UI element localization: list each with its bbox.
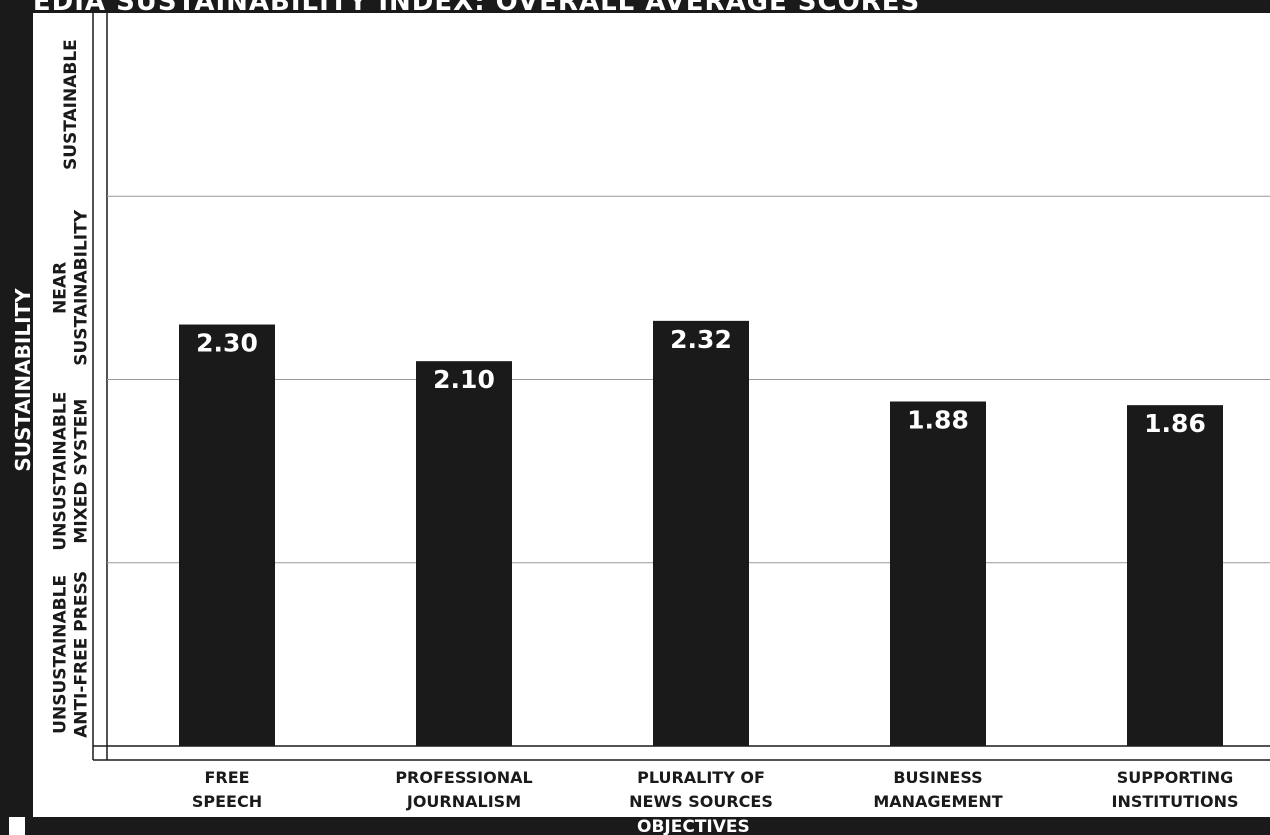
y-band-label: UNSUSTAINABLE MIXED SYSTEM <box>51 392 92 551</box>
bar <box>1127 405 1223 746</box>
y-band-label-line: UNSUSTAINABLE <box>51 575 71 734</box>
y-band-label: SUSTAINABLE <box>61 39 81 170</box>
bar-value-label: 2.30 <box>196 329 258 358</box>
x-tick-label: PROFESSIONAL <box>395 768 532 787</box>
x-tick-label: SUPPORTING <box>1117 768 1234 787</box>
y-band-label: UNSUSTAINABLE ANTI-FREE PRESS <box>51 571 92 738</box>
x-tick-labels: FREE SPEECH PROFESSIONAL JOURNALISM PLURALIT… <box>192 768 1239 811</box>
y-axis-band <box>0 0 33 835</box>
y-band-label-line: SUSTAINABLE <box>61 39 81 170</box>
x-tick-label: PLURALITY OF <box>637 768 765 787</box>
y-band-label-line: MIXED SYSTEM <box>72 399 92 544</box>
corner-notch <box>9 817 25 835</box>
bar-value-label: 1.86 <box>1144 409 1206 438</box>
bar-value-label: 2.10 <box>433 365 495 394</box>
x-tick-label: INSTITUTIONS <box>1111 792 1238 811</box>
y-band-label-line: SUSTAINABILITY <box>72 209 92 365</box>
y-band-label: NEAR SUSTAINABILITY <box>51 209 92 365</box>
bars: 2.30 2.10 2.32 1.88 1.86 <box>179 320 1223 746</box>
y-band-label-line: UNSUSTAINABLE <box>51 392 71 551</box>
x-axis-title: OBJECTIVES <box>637 817 750 835</box>
x-axis-band: OBJECTIVES <box>33 817 1270 835</box>
x-tick-label: JOURNALISM <box>406 792 521 811</box>
title-band: MEDIA SUSTAINABILITY INDEX: OVERALL AVER… <box>0 0 1270 13</box>
bar-value-label: 2.32 <box>670 325 732 354</box>
bar <box>179 324 275 746</box>
y-band-label-line: NEAR <box>51 262 71 314</box>
y-band-labels: UNSUSTAINABLE ANTI-FREE PRESSUNSUSTAINABL… <box>51 39 92 738</box>
x-tick-label: SPEECH <box>192 792 262 811</box>
x-tick-label: NEWS SOURCES <box>629 792 773 811</box>
x-tick-label: MANAGEMENT <box>873 792 1002 811</box>
x-tick-label: BUSINESS <box>893 768 982 787</box>
bar <box>890 401 986 746</box>
y-band-label-line: ANTI-FREE PRESS <box>72 571 92 738</box>
x-tick-label: FREE <box>204 768 249 787</box>
bar <box>416 361 512 746</box>
chart-title: MEDIA SUSTAINABILITY INDEX: OVERALL AVER… <box>6 0 920 13</box>
bar-value-label: 1.88 <box>907 405 969 434</box>
bar <box>653 320 749 746</box>
y-axis-title: SUSTAINABILITY <box>11 288 35 472</box>
